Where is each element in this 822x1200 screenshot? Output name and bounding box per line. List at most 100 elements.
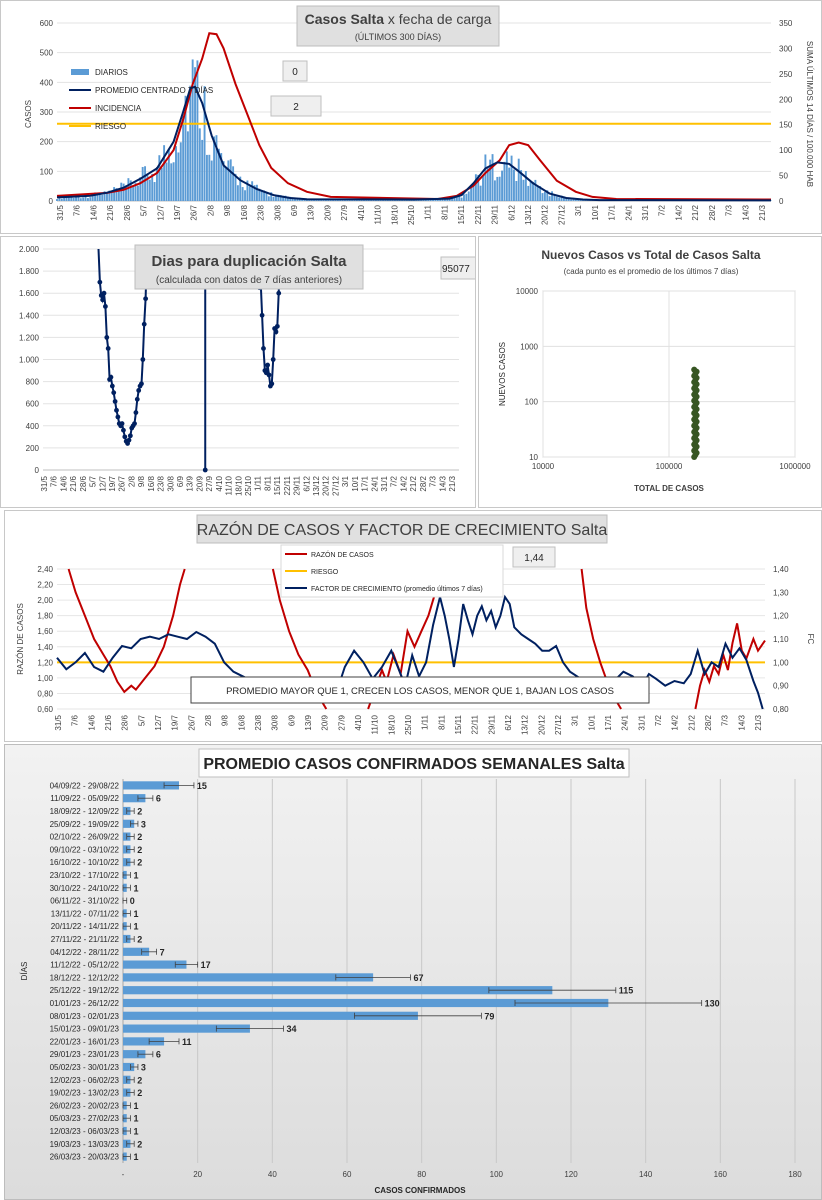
c1-x-tick: 14/3 (741, 204, 750, 220)
c1-x-tick: 18/10 (390, 204, 399, 225)
c2-point (121, 427, 126, 433)
c1-daily-bar (113, 187, 116, 201)
c1-daily-bar (474, 174, 477, 201)
c5-value-label: 3 (141, 1063, 146, 1073)
c1-legend-label: PROMEDIO CENTRADO 7 DÍAS (95, 86, 213, 95)
c2-x-tick: 17/1 (361, 475, 370, 491)
c1-daily-bar (482, 175, 484, 201)
c1-daily-bar (574, 199, 577, 201)
c1-daily-bar (203, 86, 206, 201)
c2-x-tick: 31/5 (40, 475, 49, 491)
c2-x-tick: 27/9 (205, 475, 214, 491)
c1-daily-bar (260, 190, 263, 201)
c4-y2-tick: 1,40 (773, 565, 789, 574)
c5-category-label: 22/01/23 - 16/01/23 (50, 1037, 120, 1046)
c1-daily-bar (156, 166, 158, 201)
c1-x-tick: 29/11 (491, 204, 500, 224)
c5-value-label: 6 (156, 794, 161, 804)
c1-daily-bar (210, 160, 213, 201)
c5-category-label: 29/01/23 - 23/01/23 (50, 1050, 120, 1059)
c4-x-tick: 31/5 (54, 714, 63, 730)
c2-x-tick: 15/11 (273, 475, 282, 495)
c1-daily-bar (179, 142, 182, 201)
c3-subtitle: (cada punto es el promedio de los último… (564, 267, 739, 276)
c2-x-tick: 29/11 (293, 475, 302, 495)
c1-daily-bar (562, 196, 565, 201)
c1-daily-bar (170, 163, 173, 201)
c1-daily-bar (132, 186, 135, 201)
c1-daily-bar (493, 180, 496, 201)
c2-x-tick: 1/11 (254, 475, 263, 491)
c5-value-label: 130 (705, 999, 720, 1009)
c2-y-tick: 1.600 (19, 289, 40, 298)
c4-y2-tick: 1,20 (773, 612, 789, 621)
c1-x-tick: 26/7 (190, 204, 199, 220)
c4-y-tick: 1,80 (37, 612, 53, 621)
c4-x-tick: 30/8 (271, 714, 280, 730)
c1-x-tick: 6/9 (290, 204, 299, 216)
c1-x-tick: 13/12 (524, 204, 533, 225)
c4-y-tick: 2,40 (37, 565, 53, 574)
c3-point (691, 366, 698, 373)
c5-value-label: 2 (137, 1075, 142, 1085)
c4-x-tick: 29/11 (487, 714, 496, 734)
c1-x-tick: 14/6 (89, 204, 98, 220)
c1-y-tick: 600 (40, 19, 54, 28)
c3-y-tick: 10000 (516, 287, 539, 296)
c1-x-tick: 2/8 (206, 204, 215, 216)
c4-legend-box (280, 544, 504, 598)
c2-y-tick: 1.400 (19, 311, 40, 320)
c4-fc-line (56, 594, 764, 710)
c4-x-tick: 4/10 (354, 714, 363, 730)
c2-point (97, 279, 103, 285)
c1-x-tick: 24/1 (624, 204, 633, 220)
c5-value-label: 2 (137, 1088, 142, 1098)
c1-daily-bar (75, 195, 77, 201)
c1-promedio-line (56, 85, 772, 202)
c1-daily-bar (453, 196, 456, 201)
c2-x-tick: 7/2 (390, 475, 399, 487)
c4-x-tick: 28/2 (704, 714, 713, 730)
c1-daily-bar (184, 95, 187, 201)
c1-daily-bar (148, 179, 151, 201)
c1-daily-bar (117, 189, 120, 201)
c2-point (139, 381, 144, 387)
c1-title-box (296, 5, 500, 47)
c4-y-tick: 1,40 (37, 643, 53, 652)
c1-daily-bar (417, 200, 420, 201)
c1-x-tick: 16/8 (240, 204, 249, 220)
c5-value-label: 1 (133, 1152, 138, 1162)
c1-daily-bar (415, 200, 418, 201)
c1-daily-bar (472, 185, 475, 201)
c2-point (136, 388, 142, 393)
c5-value-label: 3 (141, 819, 146, 829)
c1-legend-label: RIESGO (95, 122, 126, 131)
c4-note-box (190, 676, 650, 704)
c1-x-tick: 7/3 (725, 204, 734, 216)
c4-y-tick: 2,00 (37, 596, 53, 605)
c5-value-label: 2 (137, 935, 142, 945)
c1-daily-bar (517, 158, 520, 201)
c1-daily-bar (553, 195, 556, 201)
c1-daily-bar (270, 192, 273, 201)
c1-daily-bar (439, 198, 442, 201)
c3-title: Nuevos Casos vs Total de Casos Salta (541, 248, 761, 262)
c1-x-tick: 28/2 (708, 204, 717, 220)
c4-x-tick: 13/12 (521, 714, 530, 735)
c1-daily-bar (60, 198, 63, 201)
c2-value-box (440, 256, 475, 280)
c1-daily-bar (246, 180, 249, 201)
c1-daily-bar (217, 148, 220, 201)
c2-x-tick: 5/7 (89, 475, 98, 487)
c2-x-tick: 13/9 (186, 475, 195, 491)
c4-x-tick: 8/11 (437, 714, 446, 730)
c4-x-tick: 20/9 (321, 714, 330, 730)
c5-value-label: 34 (287, 1024, 297, 1034)
c4-razon-line (67, 568, 186, 694)
dias-duplicacion-svg: 0 200 400 600 800 1.000 1.200 1.400 1.600 1.800 2.… (19, 244, 475, 496)
c2-subtitle: (calculada con datos de 7 días anteriore… (156, 275, 342, 286)
c2-point (259, 312, 265, 318)
c2-x-tick: 20/12 (322, 475, 331, 496)
c2-title: Dias para duplicación Salta (151, 253, 347, 270)
c1-daily-bar (70, 196, 73, 201)
